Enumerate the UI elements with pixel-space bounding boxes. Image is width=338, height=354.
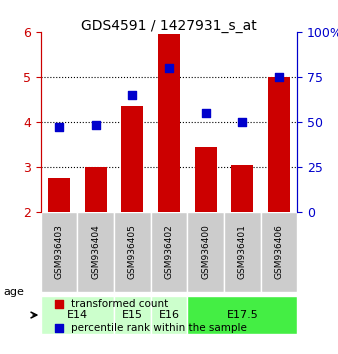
Text: GSM936402: GSM936402 <box>165 224 173 279</box>
Point <box>240 119 245 125</box>
Point <box>166 65 172 71</box>
Text: transformed count: transformed count <box>71 299 169 309</box>
Point <box>203 110 209 116</box>
Bar <box>121 106 143 212</box>
Text: GSM936406: GSM936406 <box>274 224 284 279</box>
Text: GDS4591 / 1427931_s_at: GDS4591 / 1427931_s_at <box>81 19 257 34</box>
FancyBboxPatch shape <box>41 212 77 292</box>
FancyBboxPatch shape <box>187 212 224 292</box>
FancyBboxPatch shape <box>114 212 151 292</box>
Text: age: age <box>3 287 24 297</box>
Text: GSM936403: GSM936403 <box>54 224 64 279</box>
Bar <box>84 167 106 212</box>
FancyBboxPatch shape <box>261 212 297 292</box>
Text: GSM936401: GSM936401 <box>238 224 247 279</box>
Point <box>93 122 98 128</box>
Bar <box>48 178 70 212</box>
FancyBboxPatch shape <box>224 212 261 292</box>
Text: percentile rank within the sample: percentile rank within the sample <box>71 323 247 333</box>
Point <box>276 74 282 80</box>
Text: GSM936400: GSM936400 <box>201 224 210 279</box>
Text: GSM936404: GSM936404 <box>91 224 100 279</box>
FancyBboxPatch shape <box>77 212 114 292</box>
Point <box>56 301 61 307</box>
FancyBboxPatch shape <box>151 212 187 292</box>
Point <box>129 92 135 98</box>
Bar <box>268 77 290 212</box>
Text: GSM936405: GSM936405 <box>128 224 137 279</box>
Point <box>56 124 62 130</box>
Bar <box>195 147 217 212</box>
Point <box>56 325 61 331</box>
Bar <box>232 165 254 212</box>
Bar <box>158 34 180 212</box>
